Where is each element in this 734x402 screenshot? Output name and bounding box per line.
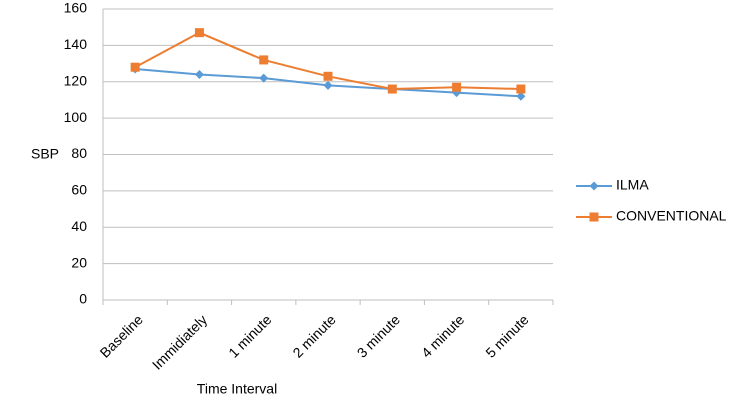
x-tick-label: 1 minute <box>225 311 274 360</box>
y-tick-label: 160 <box>64 0 88 16</box>
point <box>516 91 526 101</box>
point <box>323 80 333 90</box>
x-tick-label: Immidiately <box>149 311 210 372</box>
y-tick-label: 20 <box>71 254 87 270</box>
x-tick-label: 4 minute <box>418 311 467 360</box>
point <box>130 62 140 72</box>
y-axis-label: SBP <box>31 146 59 162</box>
legend-label: CONVENTIONAL <box>616 208 727 224</box>
point <box>259 55 269 65</box>
point <box>323 71 333 81</box>
y-tick-label: 80 <box>71 145 87 161</box>
y-tick-label: 40 <box>71 218 87 234</box>
y-tick-label: 60 <box>71 182 87 198</box>
y-tick-label: 100 <box>64 109 88 125</box>
point <box>194 69 204 79</box>
point <box>194 28 204 38</box>
y-tick-label: 120 <box>64 72 88 88</box>
x-axis-label: Time Interval <box>197 381 277 397</box>
point <box>259 73 269 83</box>
y-tick-label: 140 <box>64 36 88 52</box>
y-tick-label: 0 <box>79 291 87 307</box>
x-tick-label: 5 minute <box>482 311 531 360</box>
point <box>516 84 526 94</box>
legend-marker <box>589 181 599 191</box>
legend-label: ILMA <box>616 177 649 193</box>
x-tick-label: 3 minute <box>354 311 403 360</box>
point <box>387 84 397 94</box>
x-tick-label: Baseline <box>97 311 146 360</box>
legend-marker <box>589 212 599 222</box>
point <box>452 82 462 92</box>
x-tick-label: 2 minute <box>289 311 338 360</box>
